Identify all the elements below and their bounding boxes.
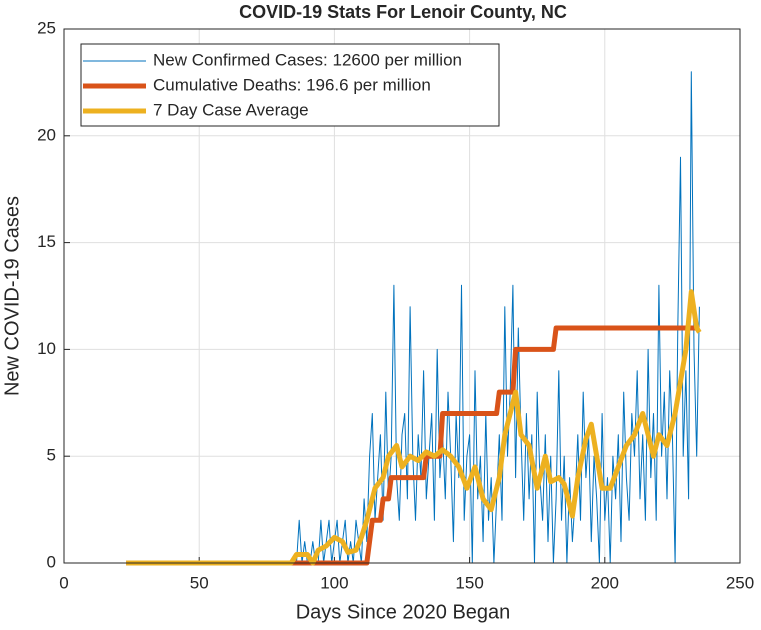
legend-box: [80, 43, 500, 127]
y-axis-label: New COVID-19 Cases: [1, 196, 23, 396]
chart-title: COVID-19 Stats For Lenoir County, NC: [239, 2, 567, 22]
legend-label: 7 Day Case Average: [153, 100, 309, 119]
x-tick-label: 150: [455, 573, 483, 592]
x-tick-label: 50: [190, 573, 209, 592]
x-tick-label: 100: [320, 573, 348, 592]
x-tick-label: 250: [726, 573, 754, 592]
legend-label: Cumulative Deaths: 196.6 per million: [153, 75, 431, 94]
x-tick-label: 0: [59, 573, 68, 592]
y-tick-label: 25: [37, 18, 56, 37]
y-tick-label: 15: [37, 232, 56, 251]
legend-label: New Confirmed Cases: 12600 per million: [153, 50, 462, 69]
plot-border: [63, 28, 741, 564]
series-line: [126, 289, 702, 566]
y-tick-label: 10: [37, 339, 56, 358]
y-tick-label: 0: [47, 552, 56, 571]
y-tick-label: 20: [37, 125, 56, 144]
y-tick-label: 5: [47, 446, 56, 465]
x-tick-label: 200: [591, 573, 619, 592]
x-axis-label: Days Since 2020 Began: [296, 601, 511, 623]
